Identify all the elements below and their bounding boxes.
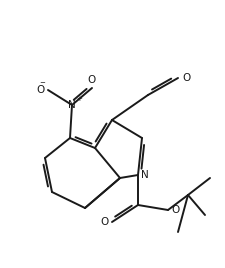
- Text: N: N: [140, 170, 148, 180]
- Text: O: O: [100, 217, 108, 227]
- Text: −: −: [39, 80, 45, 86]
- Text: +: +: [76, 96, 81, 102]
- Text: N: N: [68, 100, 76, 110]
- Text: O: O: [170, 205, 178, 215]
- Text: O: O: [88, 75, 96, 85]
- Text: O: O: [37, 85, 45, 95]
- Text: O: O: [181, 73, 189, 83]
